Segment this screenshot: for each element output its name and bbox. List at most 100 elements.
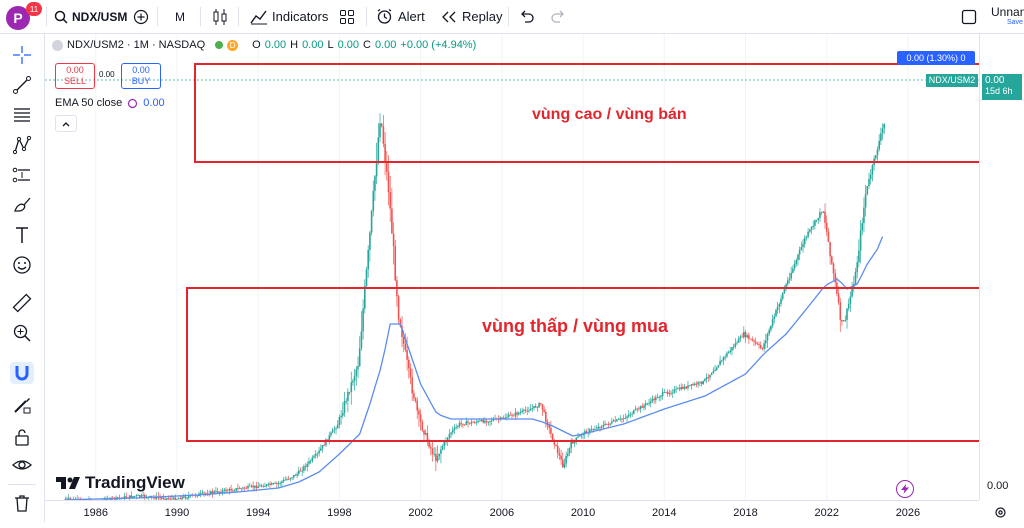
brush-tool[interactable] — [10, 194, 34, 216]
fib-tool[interactable] — [10, 104, 34, 126]
candle-body — [630, 414, 632, 415]
time-tick-label: 1990 — [165, 507, 189, 519]
save-status[interactable]: Save — [1007, 19, 1023, 26]
lock-draw-tool[interactable] — [10, 394, 34, 416]
candle-body — [366, 269, 368, 286]
indicators-button[interactable]: Indicators — [250, 0, 328, 33]
candle-body — [433, 454, 435, 455]
candle-body — [719, 361, 721, 365]
sell-button[interactable]: 0.00 SELL — [55, 63, 95, 89]
candle-body — [552, 434, 554, 441]
candle-body — [665, 392, 667, 393]
measure-tool[interactable] — [10, 292, 34, 314]
candle-body — [481, 420, 483, 421]
bar-countdown: 15d 6h — [985, 86, 1022, 96]
text-tool[interactable] — [10, 224, 34, 246]
ema-label: EMA 50 close — [55, 97, 122, 109]
candle-body — [322, 445, 324, 449]
lightning-button[interactable] — [896, 480, 914, 498]
candle-body — [251, 486, 253, 487]
projection-tool[interactable] — [10, 164, 34, 186]
candle-body — [614, 421, 616, 422]
candle-body — [714, 370, 716, 371]
candle-body — [134, 496, 136, 497]
time-tick-label: 1998 — [327, 507, 351, 519]
toolbar-divider — [238, 7, 239, 26]
alert-button[interactable]: Alert — [376, 0, 425, 33]
trend-line-tool[interactable] — [10, 74, 34, 96]
chevron-up-icon — [62, 121, 70, 127]
interval-button[interactable]: M — [175, 0, 185, 33]
candle-body — [753, 341, 755, 342]
pattern-tool[interactable] — [10, 134, 34, 156]
candle-body — [257, 487, 259, 489]
candle-body — [295, 475, 297, 476]
candle-body — [132, 496, 134, 497]
candle-body — [371, 211, 373, 233]
magnet-icon — [12, 363, 32, 383]
emoji-tool[interactable] — [10, 254, 34, 276]
candle-body — [340, 416, 342, 417]
candle-body — [569, 448, 571, 453]
visibility-tool[interactable] — [10, 454, 34, 476]
candle-body — [332, 430, 334, 433]
candle-body — [315, 454, 317, 456]
candle-body — [623, 418, 625, 419]
redo-button[interactable] — [550, 0, 566, 33]
time-tick-label: 2014 — [652, 507, 676, 519]
symbol-label: NDX/USM — [72, 10, 127, 24]
candle-body — [716, 368, 718, 370]
candle-body — [736, 343, 738, 344]
collapse-legend-button[interactable] — [55, 115, 77, 132]
tradingview-logo[interactable]: TradingView — [55, 473, 185, 493]
price-chart[interactable] — [45, 34, 979, 500]
chart-type-button[interactable] — [212, 0, 228, 33]
candle-body — [789, 279, 791, 281]
candle-body — [840, 302, 842, 320]
candle-body — [564, 464, 566, 468]
compare-button[interactable] — [133, 0, 149, 33]
candle-body — [521, 411, 523, 412]
layouts-button[interactable] — [339, 0, 355, 33]
ema-legend[interactable]: EMA 50 close 0.00 — [55, 97, 165, 109]
candle-body — [542, 404, 544, 410]
candle-body — [694, 384, 696, 385]
candle-body — [721, 360, 723, 361]
legend-h-value: 0.00 — [302, 39, 323, 51]
candle-body — [416, 401, 418, 411]
candle-body — [767, 334, 769, 341]
crosshair-tool[interactable] — [10, 44, 34, 66]
layout-name[interactable]: Unnam — [991, 5, 1024, 19]
zoom-tool[interactable] — [10, 322, 34, 344]
symbol-price-tag: NDX/USM2 — [926, 74, 978, 87]
candle-body — [675, 389, 677, 390]
replay-button[interactable]: Replay — [441, 0, 502, 33]
settings-button[interactable] — [994, 506, 1007, 524]
candle-body — [408, 360, 410, 369]
legend-symbol[interactable]: NDX/USM2 · 1M · NASDAQ — [67, 39, 205, 51]
candle-body — [361, 332, 363, 349]
symbol-logo-icon — [52, 40, 63, 51]
crosshair-price-tag: 0.00 (1.30%) 0 — [897, 51, 975, 65]
undo-button[interactable] — [519, 0, 535, 33]
lightning-icon — [901, 484, 909, 494]
buy-button[interactable]: 0.00 BUY — [121, 63, 161, 89]
candle-body — [234, 491, 236, 492]
fullscreen-checkbox[interactable] — [961, 0, 977, 33]
lock-all-tool[interactable] — [10, 426, 34, 448]
candle-body — [731, 347, 733, 351]
remove-drawings-button[interactable] — [10, 492, 34, 514]
square-icon — [961, 9, 977, 25]
chart-pane[interactable] — [45, 34, 979, 500]
candle-body — [702, 381, 704, 384]
magnet-tool[interactable] — [10, 362, 34, 384]
candle-body — [772, 319, 774, 326]
symbol-search-button[interactable]: NDX/USM — [54, 0, 127, 33]
trend-line-icon — [12, 75, 32, 95]
candle-body — [449, 434, 451, 438]
candle-body — [242, 488, 244, 489]
price-scale[interactable]: 0.00 15d 6h 0.00 — [979, 34, 1024, 500]
notification-badge: 11 — [26, 2, 42, 16]
sell-label: SELL — [56, 76, 94, 87]
